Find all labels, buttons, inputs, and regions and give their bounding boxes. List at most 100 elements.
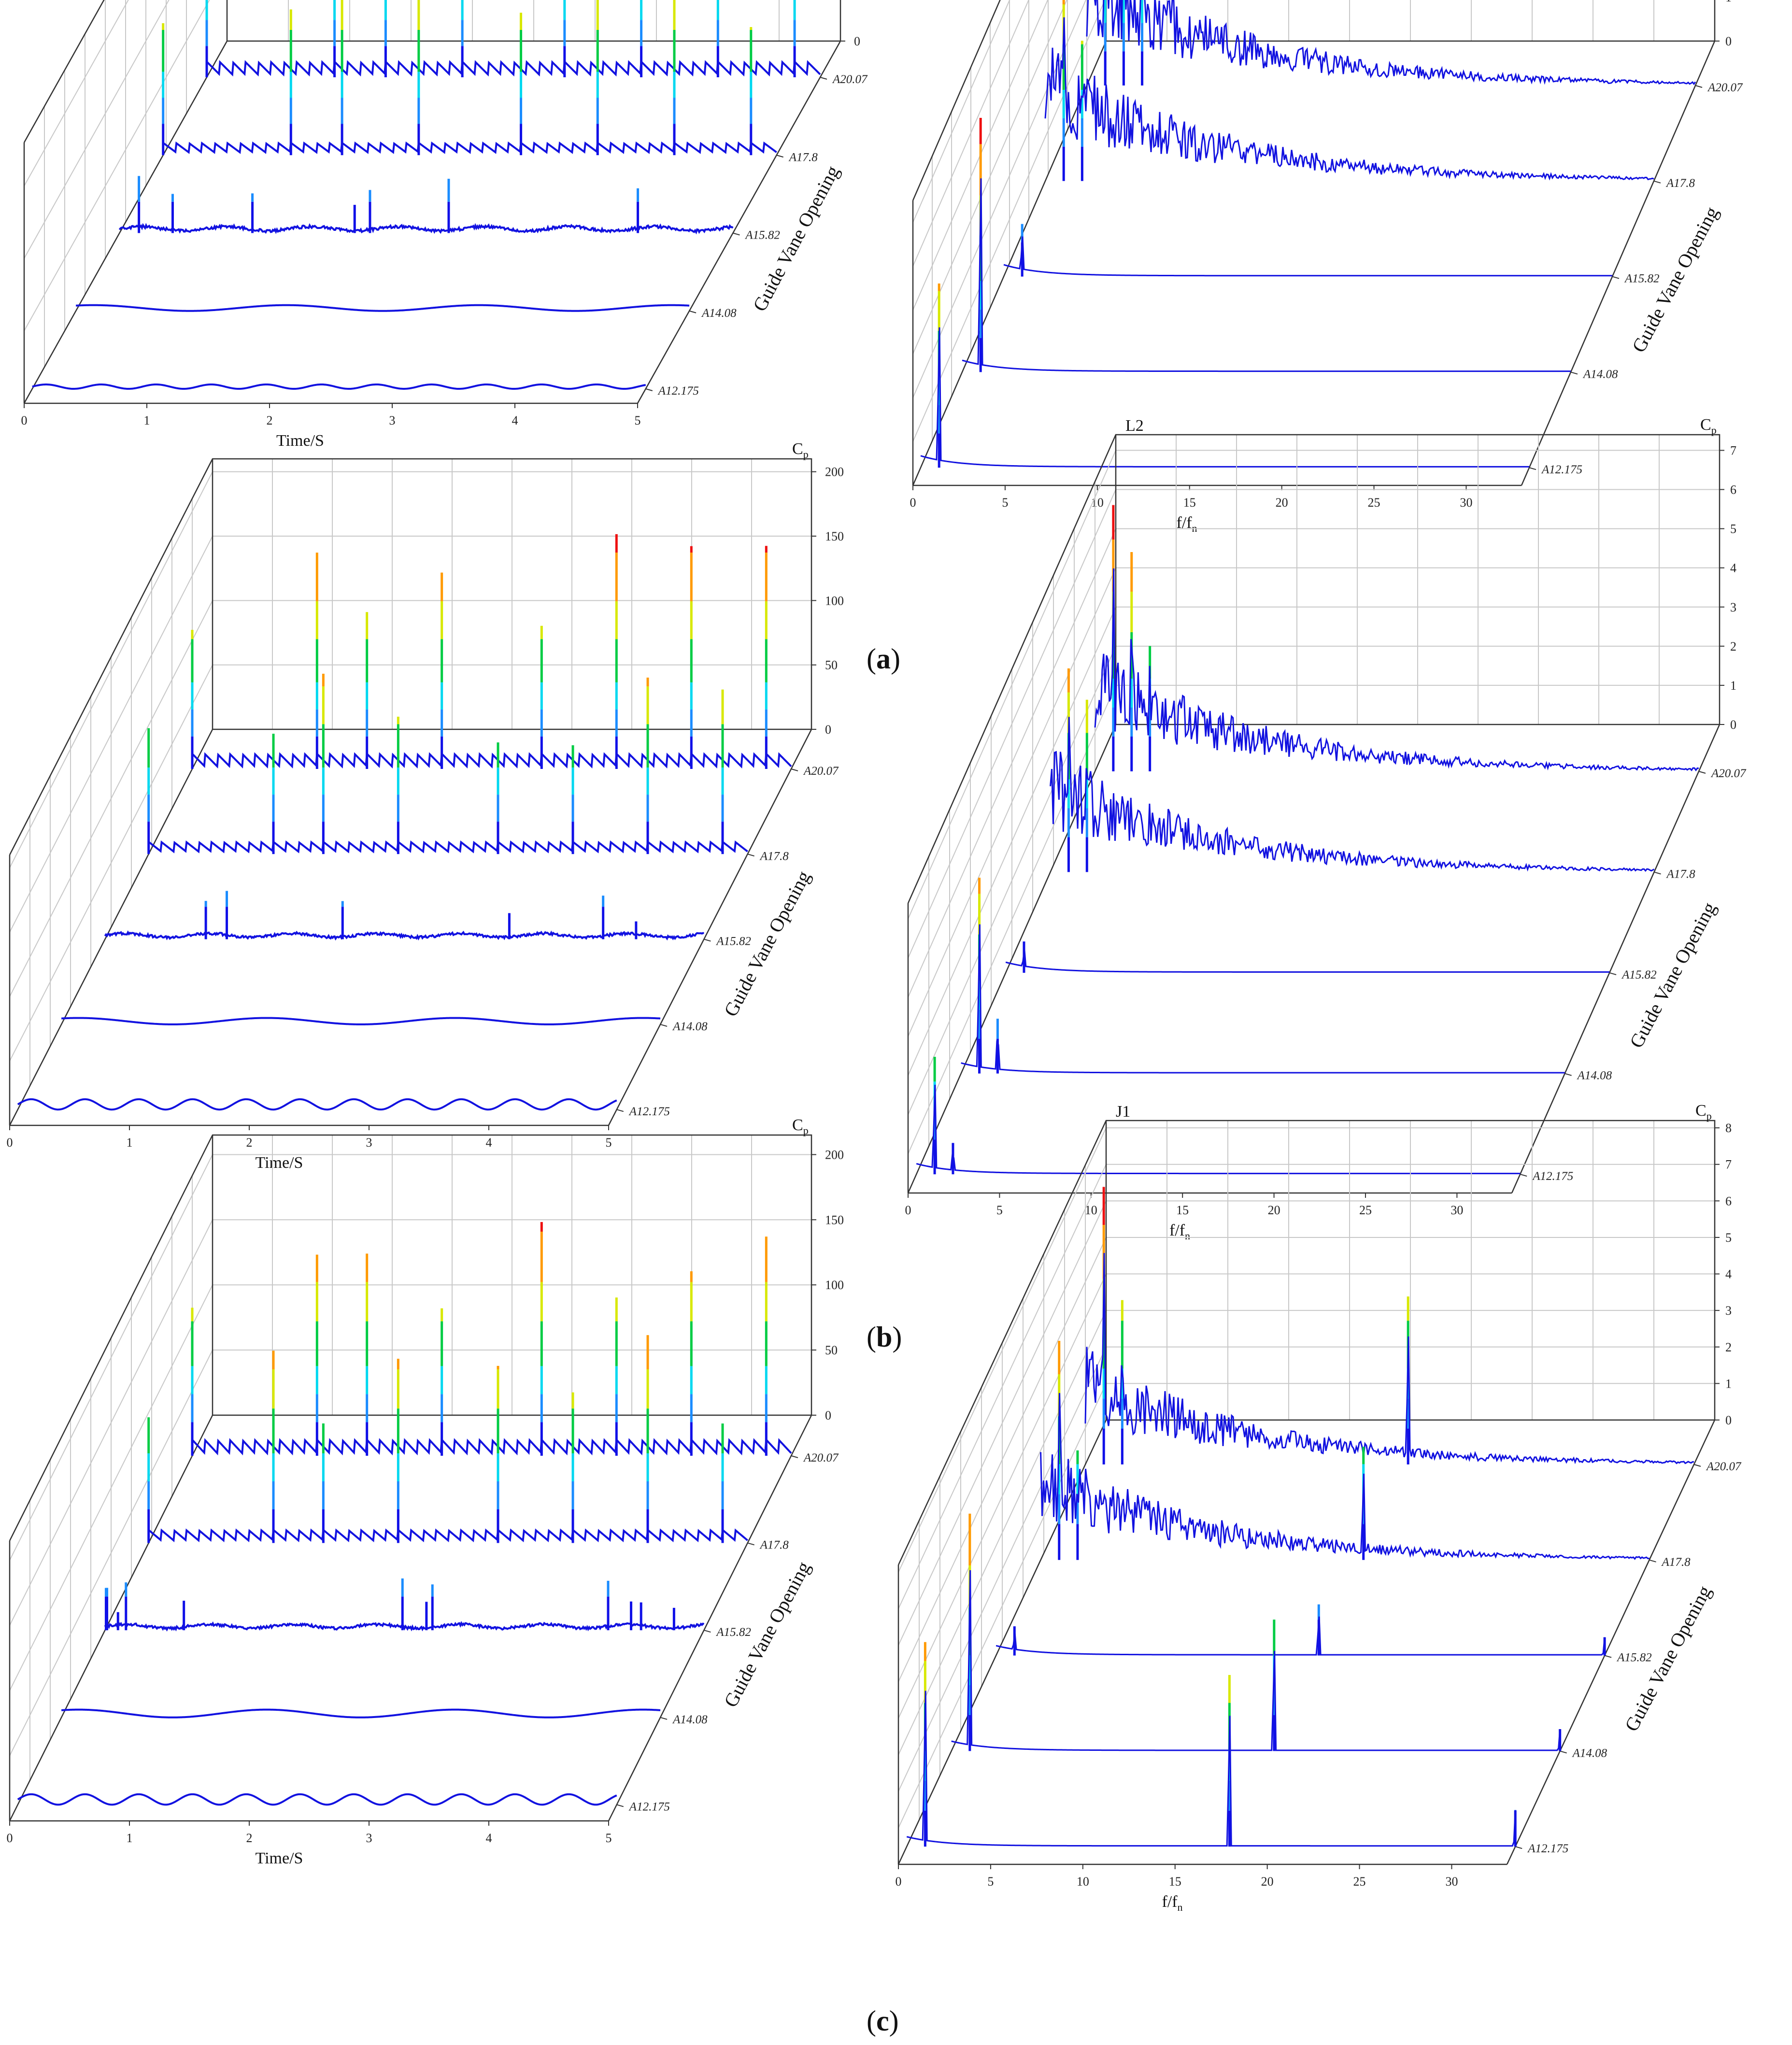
z-tick-label: 7 xyxy=(1725,1158,1732,1172)
depth-tick-label: A20.07 xyxy=(803,1451,839,1464)
z-tick-label: 3 xyxy=(1730,600,1736,614)
right-depth-axis xyxy=(637,41,841,404)
x-tick-label: 20 xyxy=(1276,496,1288,510)
z-tick-label: 100 xyxy=(825,594,844,608)
grid-line xyxy=(24,0,129,186)
depth-tick-label: A12.175 xyxy=(1527,1842,1568,1855)
series-A15.82 xyxy=(118,176,734,235)
x-tick-label: 4 xyxy=(512,413,518,427)
depth-tick-labels: A12.175 A14.08 A15.82 A17.8 A20.07 xyxy=(616,765,839,1118)
x-tick-label: 5 xyxy=(635,413,641,427)
x-tick-label: 0 xyxy=(896,1875,902,1889)
z-tick-label: 0 xyxy=(1725,1413,1732,1427)
series-A20.07 xyxy=(191,1222,792,1456)
depth-tick xyxy=(660,1023,668,1027)
series-A17.8 xyxy=(147,673,748,854)
series-A20.07 xyxy=(1094,505,1699,772)
x-tick-labels: 0 1 2 3 4 5 xyxy=(21,403,641,427)
series-line xyxy=(1094,568,1699,772)
z-axis-title: Cp xyxy=(1700,416,1717,436)
depth-tick-label: A12.175 xyxy=(657,384,699,398)
x-tick-label: 0 xyxy=(7,1831,13,1845)
series-line xyxy=(118,223,734,235)
x-axis-title: f/fn xyxy=(1176,514,1197,534)
depth-tick xyxy=(616,1804,624,1807)
floor-back-edge xyxy=(23,40,840,404)
z-tick-label: 5 xyxy=(1725,1231,1732,1245)
z-tick-label: 0 xyxy=(854,34,860,48)
depth-tick-label: A12.175 xyxy=(628,1800,670,1813)
wall-top-edge xyxy=(907,434,1721,904)
x-tick-label: 25 xyxy=(1368,496,1380,510)
x-tick-label: 0 xyxy=(910,496,916,510)
wall-top-edge xyxy=(897,1120,1716,1565)
depth-tick xyxy=(1693,1464,1701,1467)
chart-title: J1 xyxy=(1116,1103,1130,1121)
x-tick-label: 2 xyxy=(267,413,273,427)
series-line xyxy=(1003,236,1612,277)
depth-tick xyxy=(645,388,653,391)
wall-top-edge xyxy=(9,458,812,855)
z-tick-label: 0 xyxy=(1730,718,1736,732)
grid-line xyxy=(912,0,1106,442)
x-tick-label: 4 xyxy=(486,1136,492,1150)
x-tick-label: 25 xyxy=(1359,1203,1372,1217)
z-tick-label: 2 xyxy=(1725,1340,1732,1354)
series-line xyxy=(17,1793,617,1806)
z-tick-labels: 0 50 100 150 200 xyxy=(811,465,844,737)
series-A14.08 xyxy=(962,117,1571,372)
series-A14.08 xyxy=(951,1513,1562,1751)
grid-line xyxy=(908,528,1116,997)
series-line xyxy=(104,930,704,941)
x-tick-label: 2 xyxy=(246,1136,253,1150)
wall-top-edge xyxy=(912,0,1716,201)
z-tick-labels: 0 1 2 3 4 5 6 7 xyxy=(1720,443,1736,732)
x-tick-label: 5 xyxy=(996,1203,1003,1217)
depth-tick xyxy=(747,853,754,857)
depth-tick-label: A20.07 xyxy=(1707,81,1743,94)
z-tick-label: 6 xyxy=(1730,483,1736,497)
x-axis-title: f/fn xyxy=(1169,1221,1190,1242)
x-tick-labels: 0 1 2 3 4 5 xyxy=(7,1125,612,1150)
x-tick-label: 25 xyxy=(1353,1875,1366,1889)
series-line xyxy=(61,1708,661,1718)
series-A15.82 xyxy=(1003,224,1612,277)
grid-line xyxy=(912,0,1049,311)
x-tick-label: 5 xyxy=(1002,496,1008,510)
series-A20.07 xyxy=(1084,1187,1694,1464)
right-depth-axis xyxy=(1511,724,1721,1193)
axes-frame xyxy=(9,1134,812,1822)
grid-line xyxy=(908,607,1116,1076)
axes-frame xyxy=(23,0,841,404)
series-line xyxy=(951,1570,1561,1751)
depth-tick-label: A14.08 xyxy=(1577,1069,1612,1082)
grid-line xyxy=(908,450,1116,919)
series-line xyxy=(191,752,792,769)
series-A14.08 xyxy=(76,304,690,312)
grid-line xyxy=(908,489,1116,958)
series-A12.175 xyxy=(17,1793,617,1806)
z-tick-label: 200 xyxy=(825,465,844,479)
depth-tick xyxy=(733,232,740,236)
series-A14.08 xyxy=(61,1017,661,1025)
z-tick-labels: 0 50 100 150 200 xyxy=(811,1148,844,1422)
grid-line xyxy=(912,0,1010,223)
depth-tick-label: A17.8 xyxy=(1665,177,1695,190)
grid-line xyxy=(898,1383,1107,1828)
series-A12.175 xyxy=(32,383,646,390)
depth-tick xyxy=(1515,1846,1522,1849)
grid-line xyxy=(898,1310,1107,1755)
series-A17.8 xyxy=(147,1335,748,1543)
z-tick-label: 150 xyxy=(825,1213,844,1227)
depth-tick-label: A20.07 xyxy=(1710,767,1747,780)
depth-tick-labels: A12.175 A14.08 A15.82 A17.8 A20.07 xyxy=(645,73,868,398)
depth-tick xyxy=(776,155,783,158)
depth-tick-label: A15.82 xyxy=(1616,1651,1652,1664)
time-waterfall-a: 050100150Cp012345Time/SA12.175A14.08A15.… xyxy=(21,0,868,450)
depth-tick xyxy=(747,1542,754,1546)
axes-frame xyxy=(912,0,1716,486)
depth-tick xyxy=(689,310,697,313)
right-depth-axis xyxy=(1506,1420,1716,1865)
